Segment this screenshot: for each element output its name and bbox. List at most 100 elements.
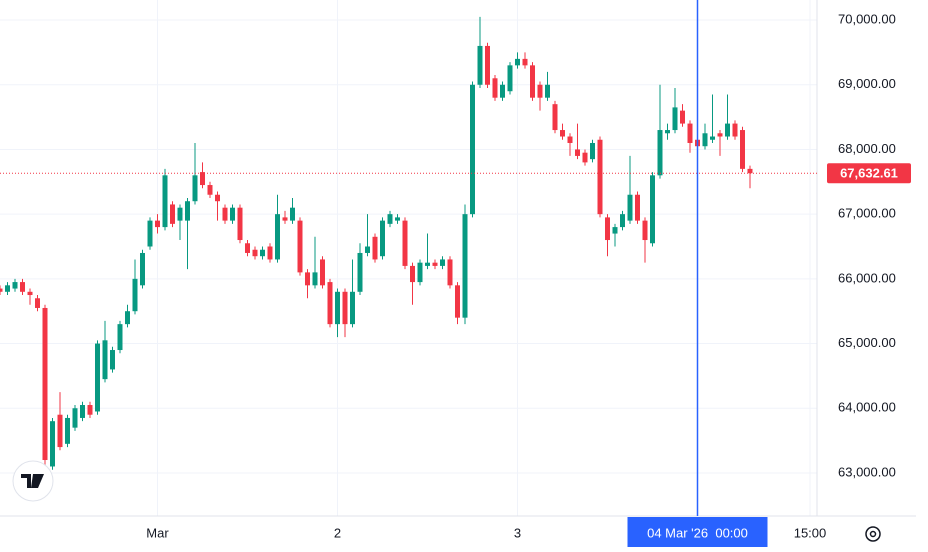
candle-body <box>402 220 408 266</box>
last-price-label: 67,632.61 <box>840 166 898 181</box>
x-tick-label: 3 <box>514 525 521 540</box>
candle-body <box>635 194 640 221</box>
candle-body <box>95 343 100 412</box>
candle-body <box>545 84 550 98</box>
candle-body <box>740 130 745 169</box>
candle-body <box>342 291 348 325</box>
candle-body <box>275 214 280 260</box>
candle-body <box>42 307 48 461</box>
x-tick-label: 2 <box>334 525 341 540</box>
candle-body <box>35 298 40 308</box>
crosshair-label: 04 Mar '26 00:00 <box>647 525 748 540</box>
candle-body <box>132 278 138 312</box>
candle-body <box>20 282 25 292</box>
candle-body <box>72 408 78 428</box>
candles <box>0 16 753 470</box>
candle-body <box>492 78 498 98</box>
y-tick-label: 63,000.00 <box>838 464 896 479</box>
candle-body <box>567 136 573 143</box>
candle-body <box>117 324 123 351</box>
candle-body <box>627 194 633 221</box>
candle-body <box>485 45 490 85</box>
logo-glyph <box>21 474 44 488</box>
candle-body <box>65 417 70 444</box>
candle-body <box>102 340 108 380</box>
candle-body <box>185 201 190 221</box>
candle-body <box>477 45 483 85</box>
candle-body <box>462 214 468 318</box>
candle-body <box>650 175 655 244</box>
candle-body <box>672 107 678 131</box>
candle-body <box>12 282 18 289</box>
candle-body <box>252 249 258 257</box>
candle-body <box>222 207 228 221</box>
candle-body <box>27 291 33 296</box>
candle-body <box>732 123 738 137</box>
candle-body <box>50 421 55 467</box>
candle-body <box>507 65 513 92</box>
candle-body <box>5 285 10 292</box>
last-price-badge <box>827 163 911 184</box>
candle-body <box>500 84 505 98</box>
candle-body <box>590 142 595 160</box>
candle-body <box>140 252 145 286</box>
candle-body <box>230 207 235 221</box>
candle-body <box>320 259 325 286</box>
x-tick-label: Mar <box>146 525 169 540</box>
candle-body <box>665 130 670 134</box>
candle-body <box>687 123 693 143</box>
candle-body <box>207 185 213 195</box>
y-tick-label: 67,000.00 <box>838 206 896 221</box>
logo[interactable] <box>12 460 54 502</box>
candle-body <box>560 130 565 137</box>
candle-body <box>447 259 453 286</box>
candle-body <box>642 220 648 241</box>
candle-body <box>80 405 85 418</box>
candle-body <box>0 288 3 292</box>
candle-body <box>432 262 438 266</box>
candle-body <box>680 110 685 124</box>
candle-body <box>620 214 625 228</box>
candle-body <box>170 204 175 224</box>
y-tick-label: 64,000.00 <box>838 400 896 415</box>
candle-body <box>305 272 310 286</box>
y-tick-label: 70,000.00 <box>838 11 896 26</box>
candle-body <box>267 246 273 260</box>
candle-body <box>350 291 355 325</box>
settings-gear[interactable] <box>865 526 881 542</box>
candle-body <box>417 262 423 283</box>
x-tick-label: 15:00 <box>794 525 827 540</box>
candle-body <box>605 217 610 241</box>
candle-body <box>582 152 588 163</box>
candle-body <box>327 282 333 325</box>
candle-body <box>575 149 580 156</box>
candle-body <box>552 104 558 131</box>
candle-body <box>110 350 115 370</box>
grid <box>0 0 817 516</box>
candle-body <box>125 311 130 325</box>
candle-body <box>747 168 753 174</box>
candle-body <box>290 207 295 221</box>
candle-body <box>725 123 730 137</box>
y-tick-label: 66,000.00 <box>838 270 896 285</box>
candle-body <box>395 217 400 221</box>
candle-body <box>335 291 340 325</box>
y-tick-label: 65,000.00 <box>838 335 896 350</box>
candle-body <box>365 246 370 253</box>
candle-body <box>387 214 393 224</box>
candle-body <box>282 217 288 221</box>
candle-body <box>537 84 543 98</box>
candle-body <box>357 252 363 292</box>
candle-body <box>717 133 723 137</box>
settings-button[interactable] <box>865 526 881 542</box>
candle-body <box>57 414 63 448</box>
candle-body <box>260 249 265 257</box>
crosshair-badge <box>627 517 768 547</box>
candle-body <box>612 227 618 234</box>
candle-body <box>597 139 603 215</box>
candle-body <box>522 58 528 66</box>
candle-body <box>192 175 198 202</box>
y-tick-label: 68,000.00 <box>838 141 896 156</box>
